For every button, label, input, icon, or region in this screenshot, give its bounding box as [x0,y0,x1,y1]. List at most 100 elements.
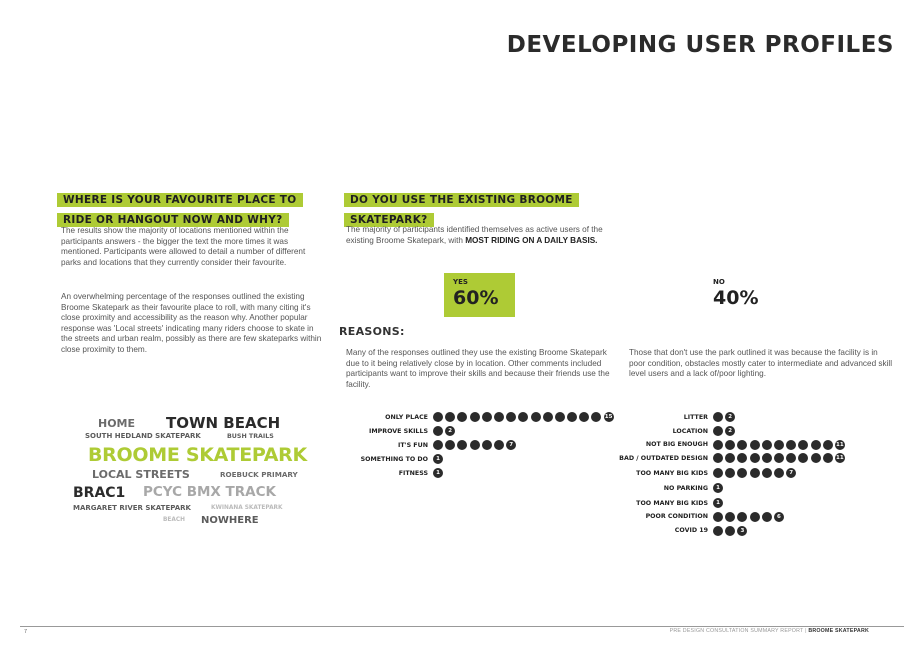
chart-dot [481,440,492,450]
chart-value-label: 15 [603,412,614,422]
chart-dot [810,453,821,463]
footer-separator: | [805,628,807,634]
chart-dot [493,440,504,450]
favourite-para-1: The results show the majority of locatio… [61,226,306,267]
favourite-heading: WHERE IS YOUR FAVOURITE PLACE TO RIDE OR… [57,189,327,229]
yes-value: 60% [453,287,499,309]
chart-category-label: LOCATION [672,427,708,435]
existing-intro: The majority of participants identified … [346,225,616,246]
chart-dot [761,468,772,478]
footer-project: BROOME SKATEPARK [808,628,869,634]
chart-dot [713,453,723,463]
existing-intro-bold: MOST RIDING ON A DAILY BASIS. [465,235,598,245]
chart-dot [725,453,736,463]
chart-dot [749,453,760,463]
chart-row: COVID 19 3 [0,525,748,537]
chart-dot [469,440,480,450]
chart-dot [737,511,748,522]
existing-intro-text: The majority of participants identified … [346,225,603,245]
word-cloud-item: SOUTH HEDLAND SKATEPARK [85,432,201,440]
chart-category-label: SOMETHING TO DO [360,455,428,463]
chart-dot [713,412,723,422]
page-title: DEVELOPING USER PROFILES [506,32,894,58]
chart-category-label: COVID 19 [674,527,708,534]
chart-dot [713,525,723,536]
chart-dot [737,439,748,450]
chart-dot [761,453,772,463]
chart-dot [773,468,784,478]
footer-divider [20,626,904,627]
chart-dot [725,468,736,478]
reasons-title: REASONS: [339,325,405,338]
word-cloud-item: HOME [98,417,136,430]
yes-label: YES [453,278,468,286]
chart-row: ONLY PLACE 15 [0,411,614,423]
chart-value-label: 11 [834,453,845,463]
page-number: 7 [24,629,28,635]
chart-dot [493,412,504,422]
existing-heading-text: DO YOU USE THE EXISTING BROOME SKATEPARK… [344,193,579,227]
chart-dot [506,412,517,422]
word-cloud-item: MARGARET RIVER SKATEPARK [73,504,191,512]
word-cloud-item: BROOME SKATEPARK [88,444,307,466]
chart-category-label: ONLY PLACE [385,413,428,421]
chart-dot [822,439,833,450]
chart-dot [591,412,602,422]
chart-category-label: IMPROVE SKILLS [369,427,428,435]
chart-value-label: 2 [725,412,736,422]
chart-dot [457,440,468,450]
chart-dot [725,511,736,522]
chart-row: IT'S FUN 7 [0,439,517,451]
chart-dot [542,412,553,422]
chart-dot [433,426,443,436]
chart-category-label: TOO MANY BIG KIDS [636,469,708,477]
chart-value-label: 7 [786,468,797,478]
no-reasons-text: Those that don't use the park outlined i… [629,348,893,378]
no-stat: NO 40% [713,278,758,309]
chart-dot [469,412,480,422]
chart-dot [822,453,833,463]
no-value: 40% [713,287,759,309]
chart-value-label: 1 [433,468,443,478]
chart-row: NO PARKING 1 [0,482,723,494]
chart-category-label: LITTER [683,413,708,421]
favourite-heading-text: WHERE IS YOUR FAVOURITE PLACE TO RIDE OR… [57,193,303,227]
chart-category-label: POOR CONDITION [645,513,708,520]
word-cloud-item: ROEBUCK PRIMARY [220,470,298,479]
chart-dot [749,511,760,522]
chart-dot [786,439,797,450]
chart-dot [749,468,760,478]
chart-row: IMPROVE SKILLS 2 [0,425,456,437]
chart-dot [713,426,723,436]
word-cloud-item: BRAC1 [73,485,126,501]
yes-stat: YES 60% [444,273,515,317]
chart-dot [798,453,809,463]
chart-dot [713,511,723,522]
chart-row: FITNESS 1 [0,467,443,479]
word-cloud-item: BEACH [163,517,185,523]
chart-value-label: 1 [713,483,723,493]
chart-dot [567,412,578,422]
chart-dot [518,412,529,422]
chart-row: TOO MANY BIG KIDS 1 [0,497,723,509]
chart-dot [554,412,565,422]
word-cloud-item: KWINANA SKATEPARK [211,505,283,511]
chart-category-label: BAD / OUTDATED DESIGN [619,454,708,462]
chart-value-label: 2 [445,426,456,436]
chart-category-label: TOO MANY BIG KIDS [636,499,708,507]
chart-dot [530,412,541,422]
chart-row: NOT BIG ENOUGH 11 [0,439,845,451]
chart-dot [786,453,797,463]
word-cloud-item: LOCAL STREETS [92,468,190,481]
word-cloud-item: NOWHERE [201,515,259,526]
word-cloud-item: TOWN BEACH [166,414,281,432]
chart-value-label: 3 [737,525,748,536]
chart-row: SOMETHING TO DO 1 [0,453,443,465]
chart-row: TOO MANY BIG KIDS 7 [0,467,797,479]
chart-category-label: NOT BIG ENOUGH [645,441,708,448]
chart-category-label: NO PARKING [663,484,708,492]
chart-value-label: 2 [725,426,736,436]
chart-dot [433,412,443,422]
chart-value-label: 11 [834,439,845,450]
chart-dot [481,412,492,422]
